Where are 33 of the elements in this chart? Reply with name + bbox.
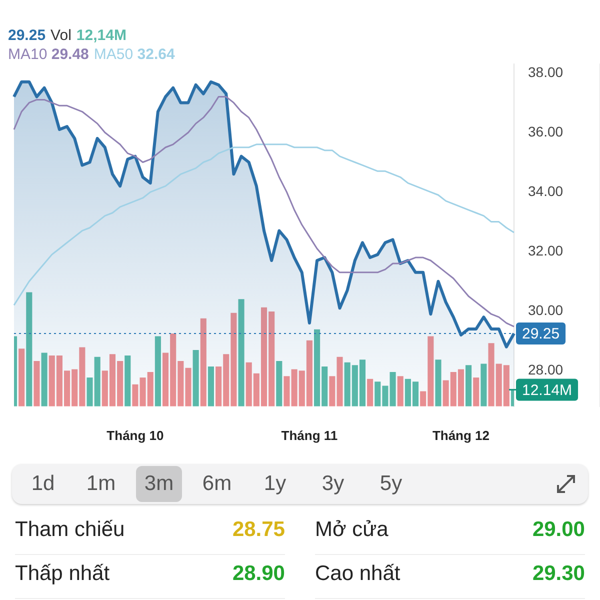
y-tick-label: 32.00 bbox=[528, 242, 564, 258]
text: Cao nhất bbox=[315, 562, 400, 586]
text: 12,14M bbox=[76, 27, 126, 44]
text: 5y bbox=[378, 471, 404, 497]
text: MA10 bbox=[8, 46, 48, 63]
y2-tick-label: 12.14M bbox=[522, 382, 572, 399]
y-tick-label: 36.00 bbox=[528, 123, 564, 140]
y-tick-label: 38.00 bbox=[528, 64, 564, 80]
ref-line-label: 29.25 bbox=[522, 326, 560, 343]
y-tick-label: 34.00 bbox=[528, 182, 564, 199]
text: 28.90 bbox=[232, 562, 285, 586]
text: Tham chiếu bbox=[15, 518, 125, 542]
text: 28.75 bbox=[232, 518, 285, 542]
text: 29.25 bbox=[8, 27, 46, 44]
text: 29.30 bbox=[532, 562, 585, 586]
text: 6m bbox=[201, 471, 233, 497]
x-tick-label: Tháng 10 bbox=[106, 428, 164, 443]
x-tick-label: Tháng 11 bbox=[281, 428, 338, 443]
text: 1d bbox=[30, 471, 56, 497]
text: 32.64 bbox=[137, 46, 175, 63]
text: 1m bbox=[85, 471, 117, 497]
text: Mở cửa bbox=[315, 518, 388, 542]
text: 3m bbox=[136, 466, 182, 502]
y-tick-label: 30.00 bbox=[528, 302, 564, 318]
y-tick-label: 28.00 bbox=[528, 362, 564, 378]
text: 29.48 bbox=[51, 46, 89, 63]
text: 29.00 bbox=[532, 518, 585, 542]
text: Vol bbox=[50, 27, 72, 44]
text: 1y bbox=[262, 471, 288, 497]
x-tick-label: Tháng 12 bbox=[432, 428, 490, 443]
text: MA50 bbox=[94, 46, 134, 63]
text: 3y bbox=[320, 471, 346, 497]
text: Thấp nhất bbox=[15, 562, 110, 586]
